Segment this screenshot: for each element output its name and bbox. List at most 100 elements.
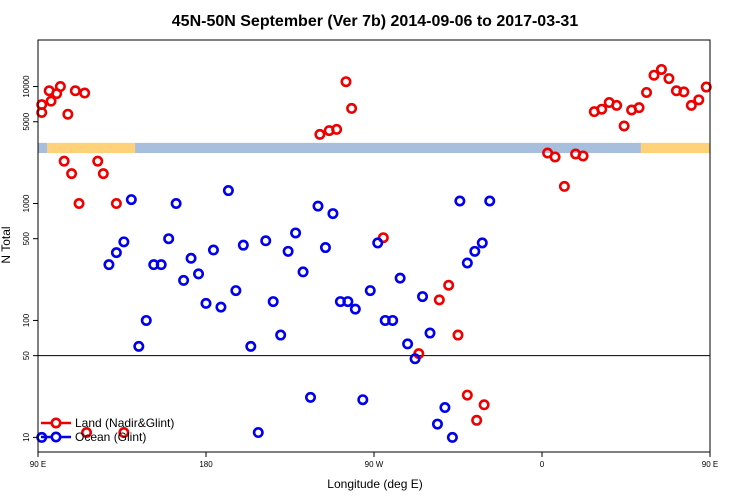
ocean-point [484,195,496,207]
y-tick-label: 10 [22,432,31,441]
y-tick-label: 50 [22,351,31,360]
ocean-point [215,301,227,313]
land-point [58,155,70,167]
x-tick-label: 90 E [30,460,46,469]
land-point [478,399,490,411]
land-point [314,128,326,140]
band-segment-land [640,142,710,154]
land-point [641,86,653,98]
ocean-point [118,236,130,248]
ocean-point [260,235,272,247]
ocean-point [394,272,406,284]
land-point [471,414,483,426]
land-point [92,155,104,167]
ocean-point [372,237,384,249]
land-point [558,180,570,192]
x-tick-label: 180 [199,460,213,469]
legend-label-ocean: Ocean (Glint) [75,430,146,444]
ocean-point [476,237,488,249]
band-segment-land [47,142,136,154]
land-point [618,120,630,132]
ocean-point [140,314,152,326]
ocean-point [402,338,414,350]
ocean-point [319,242,331,254]
land-point [340,76,352,88]
land-point [452,329,464,341]
land-point [655,63,667,75]
land-point [663,73,675,85]
land-point [69,85,81,97]
land-point [62,108,74,120]
ocean-point [110,247,122,259]
ocean-point [357,394,369,406]
ocean-point [424,327,436,339]
land-point [611,99,623,111]
land-point [110,197,122,209]
ocean-point [237,239,249,251]
ocean-point [245,340,257,352]
land-point [693,94,705,106]
land-point [685,99,697,111]
ocean-point [178,274,190,286]
ocean-point [312,200,324,212]
x-tick-label: 90 E [702,460,718,469]
land-point [648,69,660,81]
y-tick-label: 1000 [22,194,31,212]
ocean-point [387,314,399,326]
land-point [633,102,645,114]
ocean-point [446,431,458,443]
y-tick-label: 100 [22,313,31,327]
land-point [66,168,78,180]
land-point [331,123,343,135]
land-point [433,294,445,306]
y-tick-label: 5000 [22,112,31,130]
ocean-point [222,185,234,197]
ocean-point [125,194,137,206]
legend: Land (Nadir&Glint)Ocean (Glint) [41,416,174,444]
ocean-point [185,252,197,264]
land-point [346,102,358,114]
land-point [45,95,57,107]
ocean-point [454,195,466,207]
land-point [549,151,561,163]
ocean-point [267,296,279,308]
ocean-point [282,245,294,257]
land-point [461,389,473,401]
land-point [97,168,109,180]
land-point [596,103,608,115]
chart-title: 45N-50N September (Ver 7b) 2014-09-06 to… [172,13,579,30]
land-point [36,106,48,118]
x-tick-label: 90 W [365,460,384,469]
land-point [51,88,63,100]
ocean-point [364,285,376,297]
y-axis: 10 50 100 500 1000 5000 10000 [22,75,38,442]
land-point [118,427,130,439]
y-tick-label: 500 [22,231,31,245]
land-point [81,427,93,439]
legend-marker-ocean [50,431,62,443]
ocean-point [327,208,339,220]
ocean-point [290,227,302,239]
ocean-point [230,285,242,297]
land-ocean-band [38,142,710,154]
ocean-point [342,296,354,308]
ocean-point [200,297,212,309]
band-segment-ocean [38,142,48,154]
ocean-point [193,268,205,280]
data-points [36,63,712,443]
land-point [79,87,91,99]
ocean-point [349,303,361,315]
x-axis-label: Longitude (deg E) [327,477,422,491]
ocean-point [431,418,443,430]
land-point [443,279,455,291]
band-segment-ocean [135,142,641,154]
land-point [577,150,589,162]
y-tick-label: 10000 [22,75,31,98]
ocean-point [207,244,219,256]
land-point [700,81,712,93]
ocean-point [133,340,145,352]
x-axis: 90 E 180 90 W 0 90 E [30,452,718,469]
ocean-point [461,257,473,269]
legend-marker-land [50,417,62,429]
